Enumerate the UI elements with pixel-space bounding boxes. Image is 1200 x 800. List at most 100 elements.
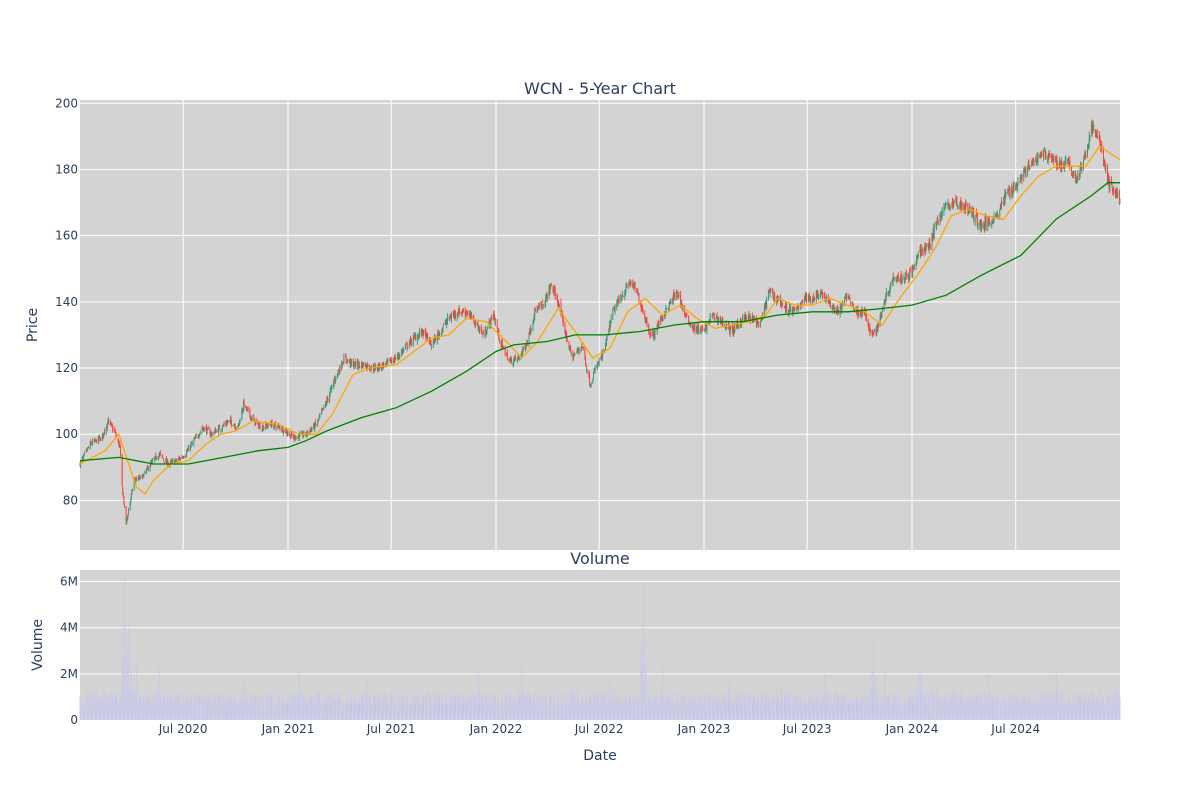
volume-bar (669, 694, 671, 720)
volume-bar (542, 702, 544, 720)
candle-body (427, 335, 429, 339)
volume-bar (1009, 699, 1011, 720)
candle-body (1116, 191, 1118, 195)
candle-body (421, 328, 423, 333)
volume-bar (957, 692, 959, 720)
volume-bar (852, 702, 854, 720)
candle-body (720, 317, 721, 323)
volume-bar (494, 694, 496, 720)
volume-bar (430, 697, 432, 720)
volume-bar (453, 697, 455, 720)
candle-body (1104, 161, 1106, 163)
volume-bar (85, 692, 87, 720)
candle-body (670, 300, 672, 304)
volume-bar (463, 693, 464, 720)
volume-bar (1029, 707, 1031, 720)
volume-bar (661, 664, 663, 720)
candle-body (389, 358, 391, 361)
volume-bar (445, 692, 447, 720)
candle-body (1028, 162, 1030, 167)
candle-body (760, 319, 762, 321)
volume-bar (763, 698, 765, 720)
candle-body (1011, 187, 1013, 196)
candle-body (676, 290, 678, 298)
volume-bar (101, 697, 103, 720)
candle-body (884, 301, 886, 304)
candle-body (165, 459, 167, 463)
volume-bar (1028, 698, 1030, 720)
volume-bar (558, 700, 560, 720)
candle-body (399, 356, 401, 357)
candle-body (952, 203, 954, 208)
volume-bar (585, 698, 586, 720)
volume-bar (365, 697, 367, 720)
volume-bar (953, 691, 955, 720)
volume-bar (764, 706, 766, 720)
candle-body (660, 316, 662, 323)
volume-bar (1077, 694, 1079, 720)
volume-bar (777, 696, 778, 720)
candle-body (121, 453, 123, 487)
volume-bar (305, 701, 307, 720)
candle-body (405, 344, 407, 345)
candle-body (514, 356, 516, 360)
candle-body (710, 315, 712, 317)
candle-body (230, 418, 232, 423)
volume-bar (1087, 697, 1089, 720)
candle-body (333, 382, 335, 387)
volume-bar (717, 704, 719, 720)
volume-bar (765, 693, 766, 720)
volume-bar (506, 693, 508, 720)
volume-bar (951, 693, 953, 720)
candle-body (709, 318, 711, 322)
volume-bar (377, 692, 378, 720)
volume-bar (285, 703, 287, 720)
volume-bar (1001, 696, 1003, 720)
candle-body (911, 268, 913, 275)
candle-body (852, 303, 854, 305)
volume-bar (353, 707, 355, 720)
volume-bar (388, 702, 390, 720)
candle-body (163, 461, 165, 462)
volume-bar (451, 696, 453, 720)
candle-body (403, 349, 405, 350)
volume-bar (351, 694, 353, 720)
volume-bar (1020, 699, 1022, 720)
volume-bar (1041, 699, 1043, 720)
volume-bar (1033, 692, 1035, 720)
volume-bar (301, 691, 303, 720)
volume-bar (369, 698, 370, 720)
volume-bar (538, 697, 540, 720)
candle-body (1097, 136, 1099, 138)
candle-body (302, 435, 304, 437)
candle-body (1059, 161, 1061, 166)
candle-body (798, 307, 800, 309)
volume-bar (693, 707, 695, 720)
candle-body (103, 431, 105, 435)
candle-body (115, 433, 117, 437)
candle-body (881, 310, 883, 312)
candle-body (577, 349, 578, 353)
volume-bar (921, 682, 923, 720)
volume-bar (786, 698, 788, 720)
candle-body (402, 350, 403, 353)
candle-body (1023, 169, 1025, 174)
volume-bar (553, 703, 555, 720)
volume-bar (908, 698, 910, 720)
volume-bar (885, 702, 887, 720)
volume-bar (628, 702, 630, 720)
candle-body (163, 458, 165, 460)
volume-bar (900, 696, 902, 720)
candle-body (404, 346, 406, 348)
candle-body (315, 425, 317, 426)
volume-bar (640, 652, 642, 720)
candle-body (685, 313, 687, 315)
volume-bar (490, 701, 492, 720)
candle-body (881, 313, 883, 317)
candle-body (844, 297, 846, 302)
volume-bar (470, 706, 472, 720)
volume-bar (190, 705, 192, 720)
candle-body (239, 420, 241, 422)
volume-bar (199, 696, 201, 720)
candle-body (666, 308, 668, 310)
